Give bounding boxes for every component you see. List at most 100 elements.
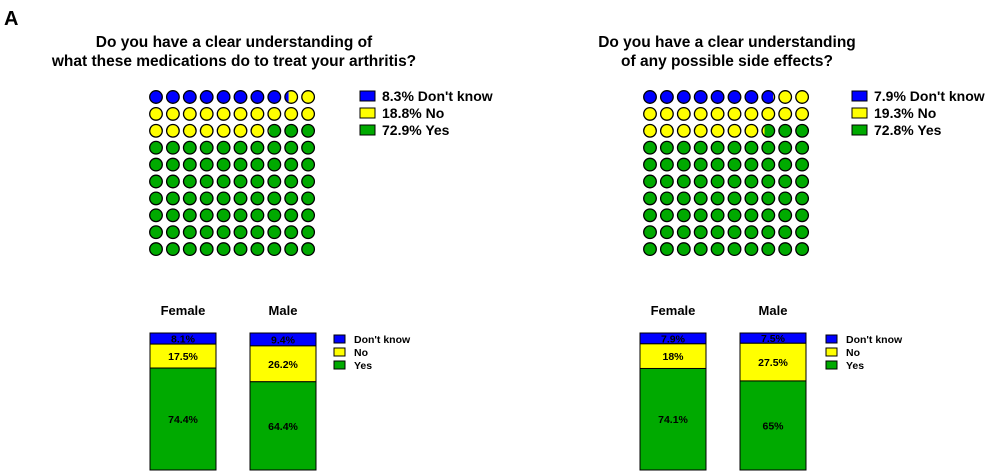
bar-category-label: Female [161,303,206,318]
waffle-cell [284,208,299,223]
waffle-cell [676,157,691,172]
waffle-cell [216,242,231,257]
waffle-cell [710,123,725,138]
waffle-cell [778,225,793,240]
waffle-cell [727,208,742,223]
waffle-cell [761,242,776,257]
waffle-cell [693,157,708,172]
waffle-cell [301,106,316,121]
waffle-cell [165,242,180,257]
waffle-cell [778,90,793,104]
legend-label: Yes [846,360,864,372]
panel-label: A [4,8,18,30]
waffle-cell [301,174,316,189]
waffle-cell [676,140,691,155]
waffle-cell [267,242,282,257]
waffle-cell [761,90,776,104]
waffle-cell [761,208,776,223]
waffle-cell [744,157,759,172]
bar-category-label: Male [269,303,298,318]
waffle-cell [761,140,776,155]
waffle-cell [643,90,657,104]
waffle-cell [182,174,197,189]
waffle-cell [761,225,776,240]
waffle-cell [233,140,248,155]
bar-segment [639,367,707,471]
bar-data-label: 74.4% [168,414,198,426]
waffle-cell [744,208,759,223]
waffle-cell [693,90,708,104]
waffle-cell [250,225,265,240]
waffle-cell [165,140,180,155]
waffle-cell [250,191,265,206]
waffle-cell [233,174,248,189]
legend-swatch [359,124,376,136]
bar-data-label: 18% [662,351,684,363]
legend-label: 72.8% Yes [874,122,942,138]
waffle-cell [659,123,674,138]
waffle-cell [250,242,265,257]
waffle-cell [795,123,810,138]
waffle-cell [778,208,793,223]
waffle-cell [659,225,674,240]
waffle-cell [710,90,725,104]
waffle-cell [149,174,163,189]
bar-data-label: 74.1% [658,414,688,426]
waffle-cell [233,191,248,206]
waffle-cell [676,225,691,240]
waffle-cell [693,191,708,206]
waffle-cell [727,174,742,189]
waffle-cell [744,242,759,257]
waffle-cell [233,242,248,257]
waffle-cell [149,208,163,223]
waffle-cell [284,123,299,138]
waffle-cell [693,140,708,155]
legend-label: 7.9% Don't know [874,88,985,104]
legend-swatch [851,124,868,136]
waffle-cell [284,174,299,189]
waffle-cell [301,242,316,257]
waffle-cell [267,225,282,240]
waffle-cell [199,123,214,138]
waffle-cell [165,191,180,206]
waffle-cell [659,90,674,104]
waffle-cell [778,157,793,172]
waffle-cell [284,242,299,257]
bar-data-label: 17.5% [168,351,198,363]
legend-label: No [846,347,860,359]
waffle-cell [659,242,674,257]
waffle-cell [710,157,725,172]
waffle-cell [165,106,180,121]
bar-segment [639,343,707,369]
waffle-cell [301,123,316,138]
waffle-cell [693,225,708,240]
right-waffle-title-line-2: of any possible side effects? [621,53,833,70]
waffle-cell [727,157,742,172]
waffle-cell [233,106,248,121]
waffle-cell [727,90,742,104]
waffle-cell [761,157,776,172]
waffle-cell [795,208,810,223]
waffle-cell [778,174,793,189]
legend-label: 8.3% Don't know [382,88,493,104]
legend-swatch [851,107,868,119]
left-waffle-title-line-1: Do you have a clear understanding of [96,34,373,51]
legend-swatch [333,334,346,344]
legend-swatch [825,334,838,344]
waffle-cell [199,140,214,155]
legend-label: 72.9% Yes [382,122,450,138]
waffle-cell [165,123,180,138]
waffle-cell [182,191,197,206]
waffle-cell [676,208,691,223]
waffle-cell [778,106,793,121]
waffle-cell [216,208,231,223]
waffle-cell [744,106,759,121]
waffle-cell [182,208,197,223]
waffle-cell [795,106,810,121]
bar-data-label: 7.5% [761,333,786,345]
legend-label: 18.8% No [382,105,444,121]
right-stacked-bar-chart: Female 7.9% 18% 74.1% Male 7.5% 27.5% 65% Don't … [639,303,903,471]
waffle-cell [795,157,810,172]
waffle-cell [659,140,674,155]
waffle-cell [693,208,708,223]
